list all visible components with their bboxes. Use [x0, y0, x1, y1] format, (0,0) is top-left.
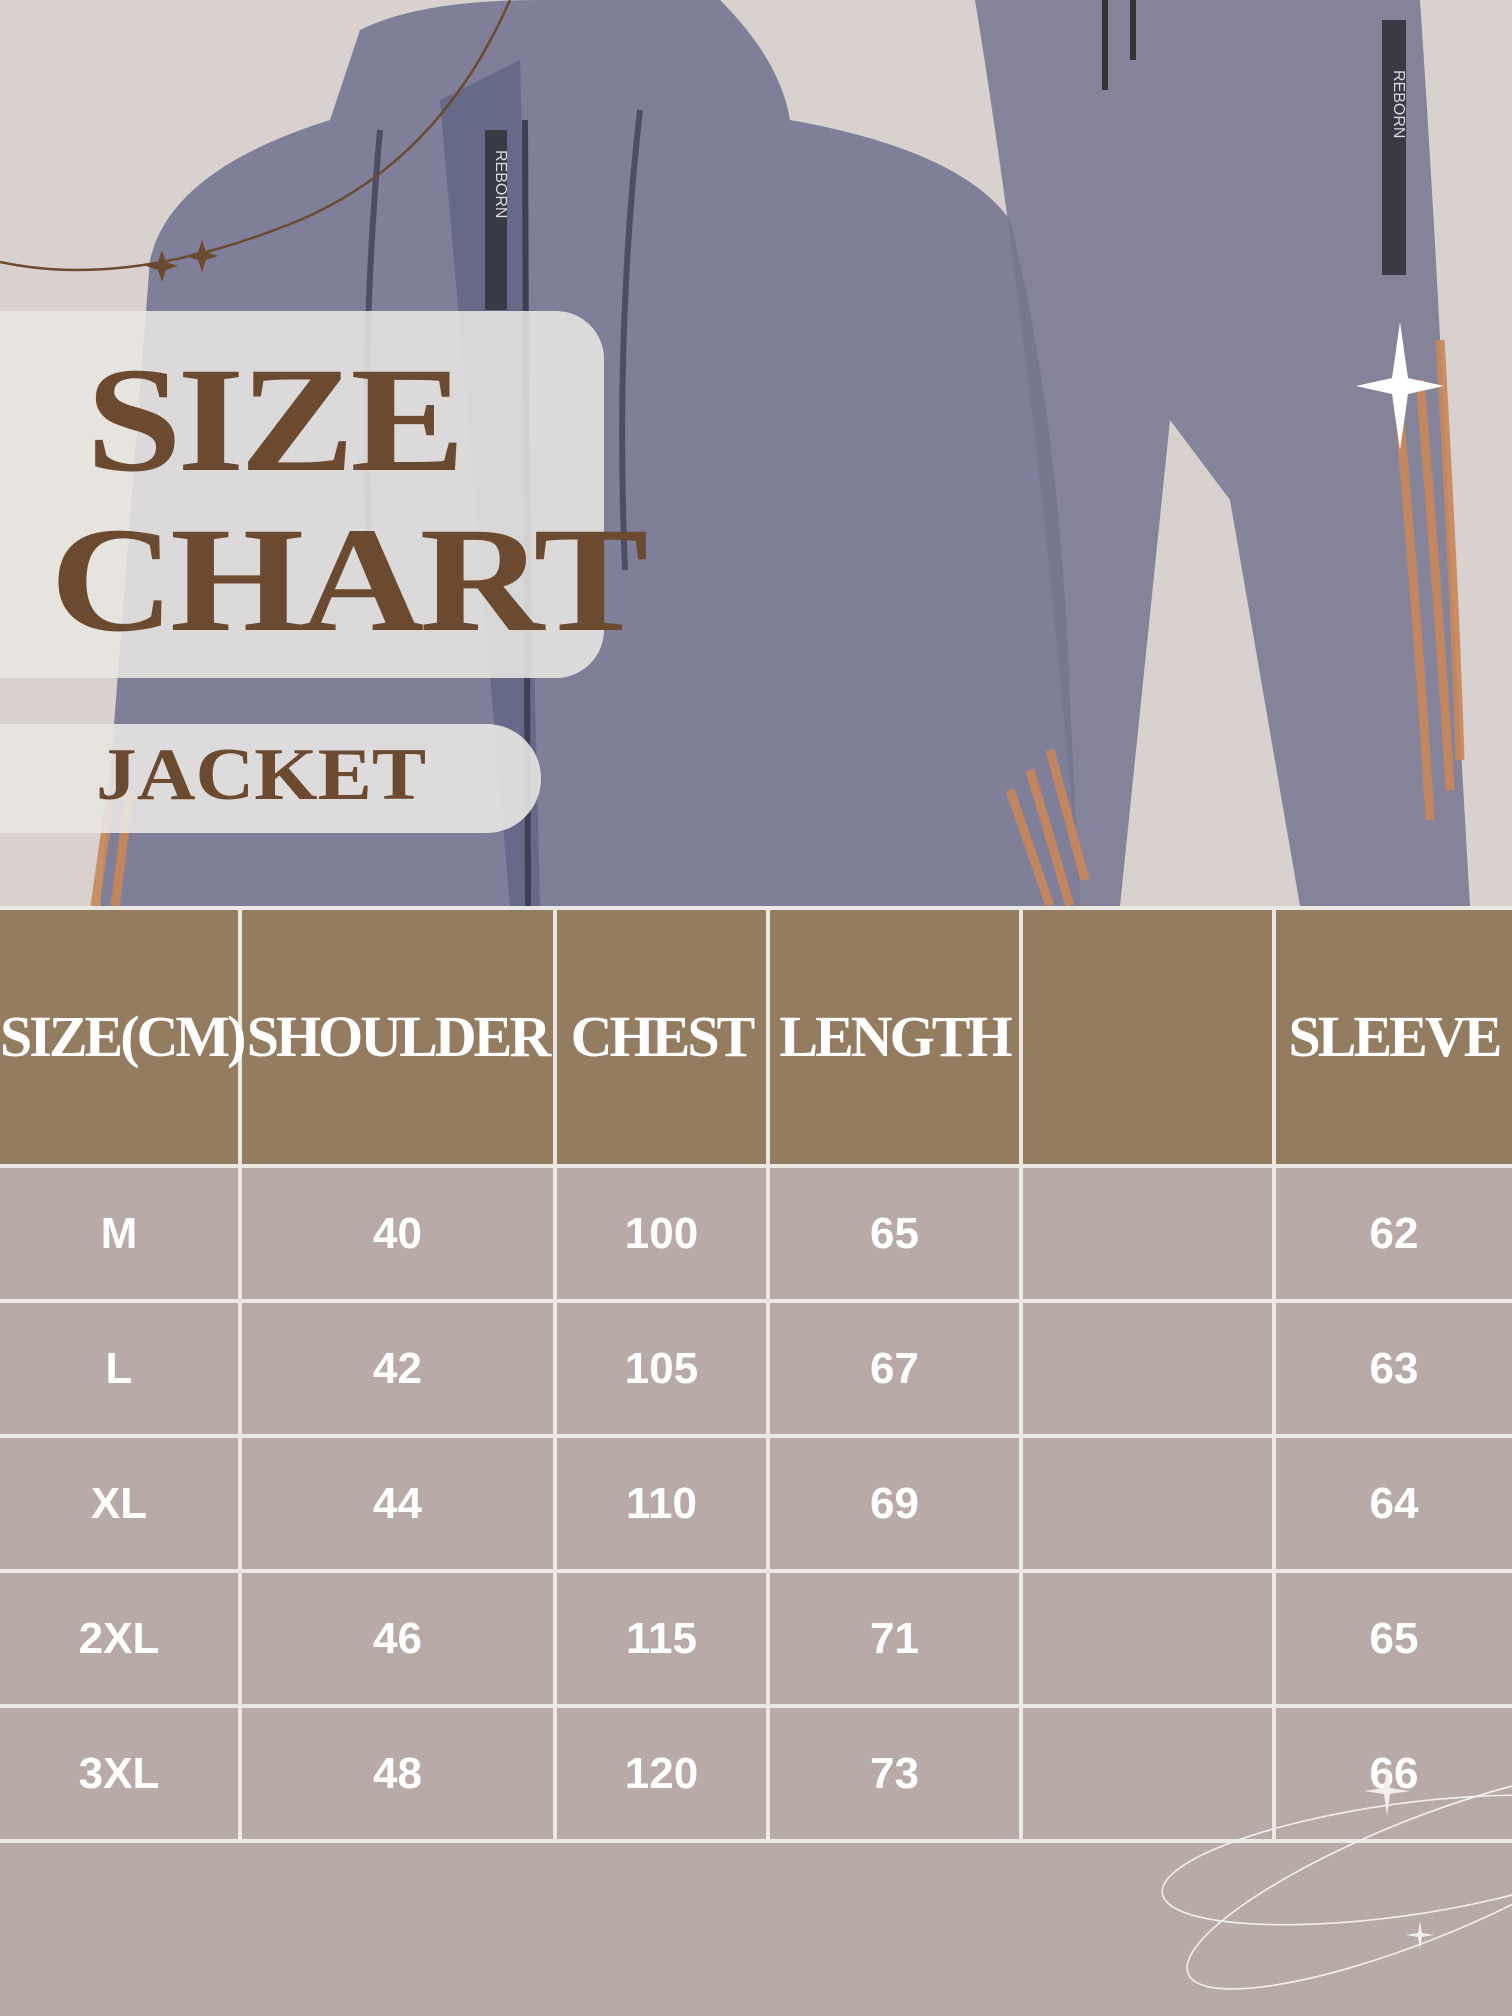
header-shoulder: SHOULDER [238, 906, 557, 1168]
cell-size: XL [0, 1434, 242, 1573]
cell-length: 65 [766, 1164, 1023, 1303]
cell-chest: 105 [553, 1299, 770, 1438]
cell-sleeve: 66 [1272, 1704, 1512, 1843]
cell-length: 73 [766, 1704, 1023, 1843]
cell-chest: 115 [553, 1569, 770, 1708]
header-chest: CHEST [553, 906, 770, 1168]
cell-empty [1019, 1164, 1276, 1303]
cell-empty [1019, 1704, 1276, 1843]
header-size: SIZE(CM) [0, 906, 246, 1168]
cell-size: M [0, 1164, 242, 1303]
cell-size: 3XL [0, 1704, 242, 1843]
cell-sleeve: 64 [1272, 1434, 1512, 1573]
header-row: SIZE(CM) SHOULDER CHEST LENGTH SLEEVE [0, 906, 1512, 1168]
header-empty [1019, 906, 1276, 1168]
sparkle-icon [146, 250, 178, 282]
cell-sleeve: 62 [1272, 1164, 1512, 1303]
zipper-tag [485, 130, 507, 310]
subtitle-pill [0, 724, 541, 833]
title-line-2: CHART [50, 497, 649, 663]
header-sleeve: SLEEVE [1272, 906, 1512, 1168]
table-row: L 42 105 67 63 [0, 1299, 1512, 1438]
title-line-1: SIZE [86, 337, 465, 503]
decorative-arc [0, 0, 512, 272]
cell-length: 67 [766, 1299, 1023, 1438]
sparkle-icon [186, 240, 218, 272]
cell-chest: 120 [553, 1704, 770, 1843]
sparkle-icon [1356, 322, 1444, 450]
table-row: 2XL 46 115 71 65 [0, 1569, 1512, 1708]
cell-shoulder: 44 [238, 1434, 557, 1573]
cell-sleeve: 63 [1272, 1299, 1512, 1438]
svg-text:REBORN: REBORN [1390, 70, 1407, 138]
cell-length: 69 [766, 1434, 1023, 1573]
cell-empty [1019, 1434, 1276, 1573]
cell-empty [1019, 1569, 1276, 1708]
cell-length: 71 [766, 1569, 1023, 1708]
sparkle-icon [1406, 1921, 1434, 1949]
cell-size: L [0, 1299, 242, 1438]
cell-chest: 100 [553, 1164, 770, 1303]
cell-shoulder: 48 [238, 1704, 557, 1843]
subtitle: JACKET [96, 734, 427, 816]
cell-shoulder: 42 [238, 1299, 557, 1438]
header-length: LENGTH [766, 906, 1023, 1168]
cell-size: 2XL [0, 1569, 242, 1708]
stripe-decoration [90, 339, 1465, 906]
svg-text:REBORN: REBORN [492, 150, 509, 218]
table-row: M 40 100 65 62 [0, 1164, 1512, 1303]
title-panel [0, 311, 604, 678]
table-row: XL 44 110 69 64 [0, 1434, 1512, 1573]
cell-shoulder: 46 [238, 1569, 557, 1708]
cell-empty [1019, 1299, 1276, 1438]
table-row: 3XL 48 120 73 66 [0, 1704, 1512, 1843]
cell-chest: 110 [553, 1434, 770, 1573]
cell-shoulder: 40 [238, 1164, 557, 1303]
cell-sleeve: 65 [1272, 1569, 1512, 1708]
